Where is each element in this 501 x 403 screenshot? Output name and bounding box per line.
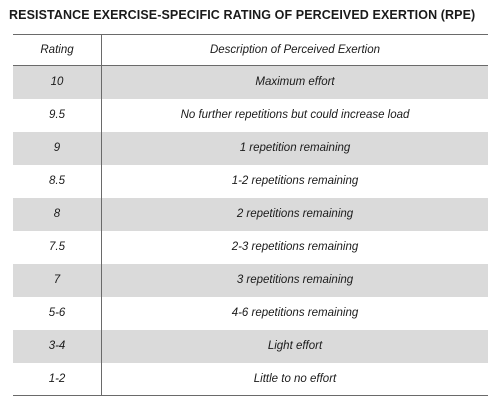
rating-cell: 9	[13, 131, 102, 165]
description-cell: Light effort	[101, 329, 488, 363]
table-row: 8 2 repetitions remaining	[13, 197, 488, 231]
description-column-header: Description of Perceived Exertion	[101, 34, 488, 66]
table-header: Rating Description of Perceived Exertion	[13, 34, 488, 66]
description-cell: 1-2 repetitions remaining	[101, 164, 488, 198]
document-title: RESISTANCE EXERCISE-SPECIFIC RATING OF P…	[9, 8, 476, 22]
rating-cell: 5-6	[13, 296, 102, 330]
description-cell: 2 repetitions remaining	[101, 197, 488, 231]
rating-cell: 7.5	[13, 230, 102, 264]
rating-cell: 3-4	[13, 329, 102, 363]
table-body: 10 Maximum effort 9.5 No further repetit…	[13, 65, 488, 396]
rating-cell: 9.5	[13, 98, 102, 132]
table-row: 9 1 repetition remaining	[13, 131, 488, 165]
table-row: 7 3 repetitions remaining	[13, 263, 488, 297]
description-cell: No further repetitions but could increas…	[101, 98, 488, 132]
table-row: 5-6 4-6 repetitions remaining	[13, 296, 488, 330]
description-cell: 3 repetitions remaining	[101, 263, 488, 297]
rating-cell: 8.5	[13, 164, 102, 198]
rating-cell: 1-2	[13, 362, 102, 396]
table-row: 7.5 2-3 repetitions remaining	[13, 230, 488, 264]
rating-cell: 10	[13, 65, 102, 99]
rating-cell: 7	[13, 263, 102, 297]
description-cell: 4-6 repetitions remaining	[101, 296, 488, 330]
table-row: 9.5 No further repetitions but could inc…	[13, 98, 488, 132]
table-row: 3-4 Light effort	[13, 329, 488, 363]
table-row: 10 Maximum effort	[13, 65, 488, 99]
rating-cell: 8	[13, 197, 102, 231]
description-cell: 2-3 repetitions remaining	[101, 230, 488, 264]
header-row: Rating Description of Perceived Exertion	[13, 34, 488, 66]
description-cell: Little to no effort	[101, 362, 488, 396]
description-cell: Maximum effort	[101, 65, 488, 99]
table-row: 1-2 Little to no effort	[13, 362, 488, 396]
rating-column-header: Rating	[13, 34, 102, 66]
table-row: 8.5 1-2 repetitions remaining	[13, 164, 488, 198]
description-cell: 1 repetition remaining	[101, 131, 488, 165]
rpe-table: Rating Description of Perceived Exertion…	[13, 34, 488, 396]
